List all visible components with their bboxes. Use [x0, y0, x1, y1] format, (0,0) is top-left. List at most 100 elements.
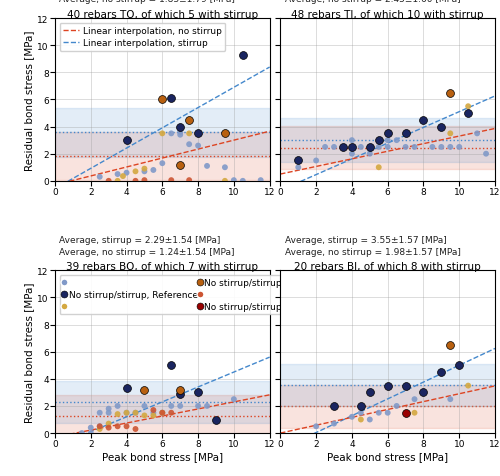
Text: Average, no stirrup = 1.24±1.54 [MPa]: Average, no stirrup = 1.24±1.54 [MPa]: [60, 247, 235, 256]
Point: [96, 409, 104, 416]
Point: [122, 409, 130, 416]
X-axis label: Peak bond stress [MPa]: Peak bond stress [MPa]: [102, 451, 223, 461]
Point: [392, 137, 400, 145]
Point: [357, 402, 365, 410]
Point: [366, 150, 374, 158]
Point: [132, 425, 140, 433]
Point: [438, 144, 446, 151]
Point: [446, 341, 454, 349]
Point: [410, 396, 418, 403]
Point: [366, 389, 374, 397]
Point: [330, 402, 338, 410]
Point: [402, 144, 409, 151]
Point: [203, 163, 211, 170]
Point: [114, 423, 122, 430]
Point: [87, 429, 95, 437]
Point: [132, 168, 140, 176]
Point: [176, 123, 184, 131]
Point: [168, 402, 175, 410]
Point: [114, 410, 122, 418]
Point: [294, 158, 302, 165]
Point: [114, 178, 122, 185]
Point: [78, 429, 86, 437]
Point: [339, 144, 347, 151]
Point: [168, 177, 175, 185]
Point: [330, 420, 338, 427]
Point: [366, 144, 374, 151]
Point: [256, 177, 264, 185]
Point: [122, 169, 130, 177]
Legend: Linear interpolation, no stirrup, Linear interpolation, stirrup: Linear interpolation, no stirrup, Linear…: [60, 23, 226, 51]
Point: [176, 386, 184, 394]
Point: [464, 103, 472, 111]
Point: [221, 130, 229, 138]
Text: Average, no stirrup = 2.45±1.60 [MPa]: Average, no stirrup = 2.45±1.60 [MPa]: [284, 0, 461, 4]
Point: [446, 89, 454, 97]
Point: [446, 130, 454, 138]
Point: [212, 416, 220, 424]
Point: [348, 137, 356, 145]
Point: [402, 130, 409, 138]
Point: [402, 409, 409, 416]
Text: Average, stirrup = 3.55±1.57 [MPa]: Average, stirrup = 3.55±1.57 [MPa]: [284, 236, 446, 245]
Point: [140, 168, 148, 176]
Bar: [280, 385, 495, 427]
Point: [473, 130, 481, 138]
Point: [321, 144, 329, 151]
Point: [122, 409, 130, 416]
Legend: , No stirrup/stirrup, Reference, , No stirrup/stirrup, Cracked, , No stirrup/sti: , No stirrup/stirrup, Reference, , No st…: [60, 275, 328, 315]
Point: [203, 402, 211, 410]
Point: [438, 123, 446, 131]
Point: [410, 144, 418, 151]
Point: [96, 174, 104, 181]
Point: [374, 164, 382, 172]
Point: [455, 362, 463, 369]
Point: [185, 130, 193, 138]
Point: [348, 144, 356, 151]
Y-axis label: Residual bond stress [MPa]: Residual bond stress [MPa]: [24, 30, 34, 170]
Point: [119, 173, 127, 180]
Point: [150, 407, 158, 414]
Bar: [280, 364, 495, 407]
Point: [140, 402, 148, 410]
Point: [122, 423, 130, 430]
Point: [158, 160, 166, 168]
Point: [185, 177, 193, 185]
Point: [168, 362, 175, 369]
Point: [122, 385, 130, 392]
Point: [357, 144, 365, 151]
Point: [221, 178, 229, 185]
Point: [384, 137, 392, 145]
Point: [312, 158, 320, 165]
Point: [366, 144, 374, 151]
Bar: [280, 119, 495, 162]
Point: [150, 412, 158, 419]
Title: 48 rebars TI, of which 10 with stirrup: 48 rebars TI, of which 10 with stirrup: [292, 10, 484, 20]
Point: [392, 402, 400, 410]
Point: [330, 144, 338, 151]
Point: [374, 144, 382, 151]
Title: 39 rebars BO, of which 7 with stirrup: 39 rebars BO, of which 7 with stirrup: [66, 261, 258, 271]
Bar: [55, 132, 270, 181]
Point: [357, 409, 365, 416]
Point: [158, 409, 166, 416]
Point: [194, 130, 202, 138]
Point: [455, 144, 463, 151]
Point: [104, 178, 112, 185]
Point: [357, 416, 365, 424]
Point: [239, 178, 247, 185]
Point: [239, 52, 247, 60]
Point: [168, 409, 175, 416]
Point: [384, 130, 392, 138]
Point: [96, 423, 104, 430]
Point: [87, 424, 95, 432]
Title: 20 rebars BI, of which 8 with stirrup: 20 rebars BI, of which 8 with stirrup: [294, 261, 481, 271]
Text: Average, stirrup = 2.29±1.54 [MPa]: Average, stirrup = 2.29±1.54 [MPa]: [60, 236, 220, 245]
Point: [150, 409, 158, 416]
Point: [140, 166, 148, 173]
Point: [140, 177, 148, 185]
Point: [114, 402, 122, 410]
Point: [438, 368, 446, 376]
Point: [420, 117, 428, 124]
Point: [132, 178, 140, 185]
